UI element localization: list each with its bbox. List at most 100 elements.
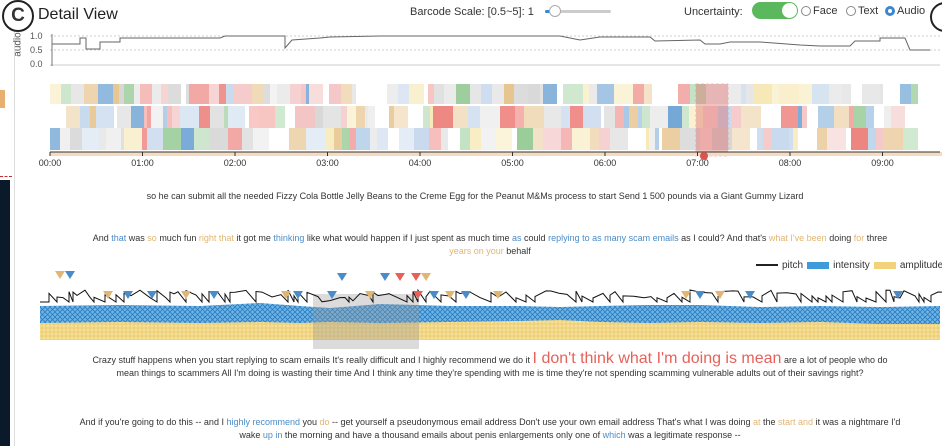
barcode-stripe <box>142 128 147 150</box>
triangle-marker-icon[interactable] <box>411 273 421 281</box>
y-tick: 1.0 <box>30 31 43 41</box>
legend-label: intensity <box>833 259 870 271</box>
transcript-word: as I could? And that's <box>678 233 769 243</box>
barcode-stripe <box>690 84 706 104</box>
barcode-stripe <box>224 106 228 128</box>
barcode-stripe <box>561 106 570 128</box>
playhead-marker[interactable] <box>700 152 708 160</box>
triangle-marker-icon[interactable] <box>445 291 455 299</box>
triangle-marker-icon[interactable] <box>380 273 390 281</box>
barcode-stripe <box>724 84 741 104</box>
highlighted-word: for <box>853 233 865 243</box>
emotion-barcode[interactable] <box>50 84 918 150</box>
barcode-stripe <box>504 84 514 104</box>
uncertainty-toggle[interactable] <box>752 2 798 19</box>
barcode-stripe <box>470 128 481 150</box>
triangle-marker-icon[interactable] <box>395 273 405 281</box>
triangle-marker-icon[interactable] <box>745 291 755 299</box>
triangle-marker-icon[interactable] <box>123 291 133 299</box>
audio-feature-chart[interactable] <box>0 262 942 352</box>
triangle-marker-icon[interactable] <box>681 291 691 299</box>
time-axis: 00:00 01:00 02:00 03:00 04:00 05:00 06:00 07:00… <box>39 152 894 168</box>
time-tick-label: 01:00 <box>131 158 154 168</box>
triangle-marker-icon[interactable] <box>327 291 337 299</box>
barcode-stripe <box>589 84 597 104</box>
triangle-marker-icon[interactable] <box>55 271 65 279</box>
time-tick-label: 06:00 <box>594 158 617 168</box>
barcode-stripe <box>189 84 209 104</box>
barcode-stripe <box>113 84 119 104</box>
barcode-stripe <box>428 84 434 104</box>
timeline-visualization[interactable]: 00:00 01:00 02:00 03:00 04:00 05:00 06:00 07:00… <box>0 22 942 172</box>
triangle-marker-icon[interactable] <box>893 291 903 299</box>
barcode-stripe <box>210 106 224 128</box>
barcode-stripe <box>583 106 601 128</box>
y-tick: 0.0 <box>30 59 43 69</box>
radio-face-dot[interactable] <box>801 6 811 16</box>
radio-audio-dot[interactable] <box>885 6 895 16</box>
radio-face[interactable]: Face <box>801 4 837 18</box>
barcode-stripe <box>228 106 245 128</box>
barcode-stripe <box>259 106 275 128</box>
barcode-stripe <box>517 128 533 150</box>
triangle-marker-icon[interactable] <box>103 291 113 299</box>
triangle-marker-icon[interactable] <box>293 291 303 299</box>
triangle-marker-icon[interactable] <box>181 291 191 299</box>
barcode-stripe <box>798 106 802 128</box>
barcode-stripe <box>226 84 233 104</box>
barcode-stripe <box>352 84 356 104</box>
barcode-stripe <box>368 106 375 128</box>
slider-thumb[interactable] <box>549 5 561 17</box>
barcode-stripe <box>528 84 540 104</box>
barcode-scale-slider[interactable] <box>545 5 613 17</box>
selection-window[interactable] <box>695 83 729 157</box>
radio-text-dot[interactable] <box>846 6 856 16</box>
transcript-line[interactable]: And if you're going to do this -- and I … <box>40 416 940 442</box>
barcode-stripe <box>753 84 772 104</box>
barcode-stripe <box>389 106 394 128</box>
transcript-word: it was a nightmare I'd <box>813 417 901 427</box>
barcode-stripe <box>793 128 798 150</box>
triangle-marker-icon[interactable] <box>365 291 375 299</box>
barcode-stripe <box>356 106 365 128</box>
triangle-marker-icon[interactable] <box>461 291 471 299</box>
highlight-markers[interactable] <box>55 271 903 299</box>
barcode-stripe <box>884 106 891 128</box>
hover-window[interactable] <box>313 294 419 349</box>
barcode-stripe <box>842 84 851 104</box>
triangle-marker-icon[interactable] <box>715 291 725 299</box>
barcode-stripe <box>347 106 356 128</box>
transcript-row: Crazy stuff happens when you start reply… <box>92 350 888 367</box>
triangle-marker-icon[interactable] <box>209 291 219 299</box>
barcode-stripe <box>433 106 453 128</box>
transcript-line[interactable]: Crazy stuff happens when you start reply… <box>40 350 940 380</box>
barcode-stripe <box>301 84 306 104</box>
transcript-line[interactable]: And that was so much fun right that it g… <box>40 232 940 258</box>
transcript-word: was <box>126 233 148 243</box>
barcode-stripe <box>540 84 543 104</box>
barcode-stripe <box>700 128 712 150</box>
radio-audio[interactable]: Audio <box>885 4 925 18</box>
triangle-marker-icon[interactable] <box>421 273 431 281</box>
triangle-marker-icon[interactable] <box>493 291 503 299</box>
barcode-stripe <box>349 128 356 150</box>
radio-text[interactable]: Text <box>846 4 878 18</box>
triangle-marker-icon[interactable] <box>413 291 423 299</box>
barcode-stripe <box>399 128 414 150</box>
barcode-stripe <box>167 106 172 128</box>
barcode-stripe <box>70 128 82 150</box>
triangle-marker-icon[interactable] <box>429 291 439 299</box>
transcript-word: And <box>92 233 112 243</box>
triangle-marker-icon[interactable] <box>695 291 705 299</box>
transcript-word: wake <box>239 430 263 440</box>
transcript-line[interactable]: so he can submit all the needed Fizzy Co… <box>60 190 890 203</box>
barcode-stripe <box>66 106 80 128</box>
triangle-marker-icon[interactable] <box>65 271 75 279</box>
barcode-stripe <box>757 128 763 150</box>
section-badge: C <box>2 0 34 32</box>
barcode-stripe <box>703 106 718 128</box>
triangle-marker-icon[interactable] <box>281 291 291 299</box>
triangle-marker-icon[interactable] <box>147 291 157 299</box>
triangle-marker-icon[interactable] <box>337 273 347 281</box>
barcode-stripe <box>646 128 649 150</box>
